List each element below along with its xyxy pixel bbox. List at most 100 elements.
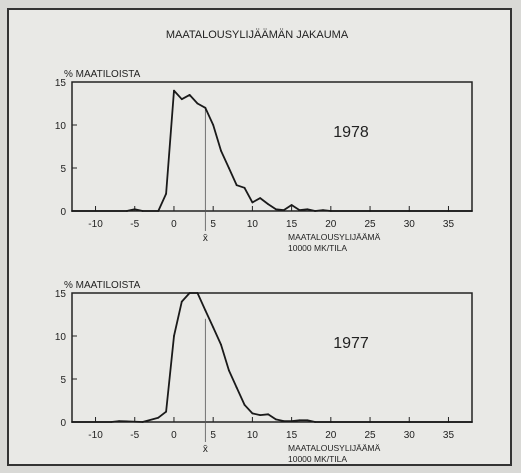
chart-2-data-point (243, 403, 246, 406)
chart-2-data-point (408, 421, 411, 423)
chart-1-data-point (322, 209, 324, 212)
chart-1-year-annotation: 1978 (333, 124, 369, 141)
chart-2-data-point (235, 386, 238, 389)
chart-2-x-tick-label: 0 (171, 430, 177, 441)
chart-1-data-point (126, 210, 128, 212)
chart-1-y-tick-label: 15 (55, 78, 67, 89)
chart-2-x-tick-label: 35 (443, 430, 455, 441)
chart-1-x-tick-label: 30 (404, 219, 416, 230)
chart-2-x-tick-label: -5 (130, 430, 139, 441)
chart-1-data-point (369, 210, 371, 212)
chart-1-data-point (408, 210, 411, 212)
chart-2-data-point (196, 292, 199, 294)
chart-1-data-point (235, 184, 238, 187)
chart-1-x-tick-label: 25 (364, 219, 376, 230)
chart-2-data-point (259, 414, 262, 416)
chart-2-x-tick-label: 20 (325, 430, 337, 441)
chart-2-data-point (188, 292, 191, 294)
chart-2-year-annotation: 1977 (333, 335, 369, 352)
chart-2-data-point (290, 420, 293, 422)
chart-2-data-point (118, 420, 120, 422)
chart-1-data-point (298, 209, 301, 212)
chart-2-data-point (141, 421, 144, 423)
chart-canvas: MAATALOUSYLIJÄÄMÄN JAKAUMA % MAATILOISTA… (55, 29, 473, 464)
chart-2-data-point (220, 343, 222, 346)
chart-1-data-point (71, 210, 73, 212)
chart-1-data-point (447, 210, 450, 212)
chart-1-x-tick-label: 5 (210, 219, 216, 230)
chart-2-mean-label: x̄ (203, 444, 208, 455)
chart-1-data-point (259, 197, 262, 200)
chart-1-data-point (329, 210, 332, 212)
figure-title: MAATALOUSYLIJÄÄMÄN JAKAUMA (166, 29, 349, 41)
chart-1-y-tick-label: 10 (55, 121, 67, 132)
chart-1-x-tick-label: 35 (443, 219, 455, 230)
chart-1-data-point (282, 209, 285, 212)
chart-1-data-point (471, 210, 473, 212)
chart-1-x-tick-label: 10 (247, 219, 259, 230)
chart-2-x-tick-label: 15 (286, 430, 298, 441)
chart-2-data-point (298, 419, 301, 422)
chart-1-data-point (180, 98, 183, 101)
chart-1-distribution-line (72, 89, 472, 212)
chart-1-data-point (243, 186, 246, 189)
chart-1-data-point (204, 106, 207, 109)
chart-1-data-point (173, 89, 175, 92)
chart-2-distribution-line (72, 292, 472, 423)
chart-1-y-tick-label: 0 (60, 207, 66, 218)
chart-2-data-point (369, 421, 371, 423)
chart-2-data-point (157, 416, 160, 419)
chart-1-x-tick-label: -5 (130, 219, 139, 230)
chart-2-x-tick-label: -10 (88, 430, 103, 441)
chart-2-data-point (306, 419, 309, 422)
chart-2-data-point (173, 335, 175, 337)
chart-1-data-point (212, 124, 215, 126)
chart-1-data-point (251, 201, 254, 204)
chart-1-data-point (133, 208, 136, 211)
chart-2-x-axis-label: MAATALOUSYLIJÄÄMÄ (288, 443, 381, 453)
chart-2-plot-frame (71, 292, 473, 423)
chart-2-data-point (329, 421, 332, 423)
chart-1-data-point (314, 210, 316, 212)
chart-1-x-tick-label: 0 (171, 219, 177, 230)
chart-1-data-point (157, 210, 160, 212)
chart-2-data-point (471, 421, 473, 423)
chart-1-x-tick-label: -10 (88, 219, 103, 230)
chart-1-data-point (267, 203, 269, 206)
chart-1-data-point (306, 208, 309, 211)
chart-2-data-point (180, 300, 183, 303)
chart-2-x-axis-unit: 10000 MK/TILA (288, 454, 347, 464)
chart-2-data-point (275, 418, 277, 421)
chart-1-mean-label: x̄ (203, 233, 208, 244)
chart-1-data-point (188, 94, 191, 96)
chart-1-data-point (165, 192, 168, 195)
chart-1-data-point (220, 149, 222, 152)
chart-1-data-point (290, 204, 293, 206)
chart-2-y-axis-label: % MAATILOISTA (64, 280, 141, 291)
chart-2-data-point (314, 421, 316, 423)
chart-2-x-tick-label: 10 (247, 430, 259, 441)
chart-2-data-point (165, 410, 168, 413)
chart-2-data-point (204, 309, 207, 312)
chart-1-y-axis-label: % MAATILOISTA (64, 69, 141, 80)
chart-1-data-point (141, 210, 144, 212)
chart-2-data-point (71, 421, 73, 423)
chart-1-data-point (228, 167, 230, 169)
chart-1-plot-frame (71, 81, 473, 212)
chart-1-x-tick-label: 20 (325, 219, 337, 230)
chart-2-data-point (251, 412, 254, 415)
chart-1-y-tick-label: 5 (60, 164, 66, 175)
chart-1-x-tick-label: 15 (286, 219, 298, 230)
chart-1-x-axis-label: MAATALOUSYLIJÄÄMÄ (288, 232, 381, 242)
chart-1-x-axis-unit: 10000 MK/TILA (288, 243, 347, 253)
chart-1-data-point (196, 102, 199, 105)
chart-2-y-tick-label: 0 (60, 418, 66, 429)
figure-frame: MAATALOUSYLIJÄÄMÄN JAKAUMA % MAATILOISTA… (7, 8, 512, 466)
chart-2-data-point (110, 421, 113, 423)
chart-2-y-tick-label: 15 (55, 289, 67, 300)
chart-2-data-point (212, 326, 215, 329)
chart-2-x-tick-label: 5 (210, 430, 216, 441)
chart-2-y-tick-label: 10 (55, 332, 67, 343)
chart-2-data-point (228, 369, 230, 372)
chart-2-y-tick-label: 5 (60, 375, 66, 386)
